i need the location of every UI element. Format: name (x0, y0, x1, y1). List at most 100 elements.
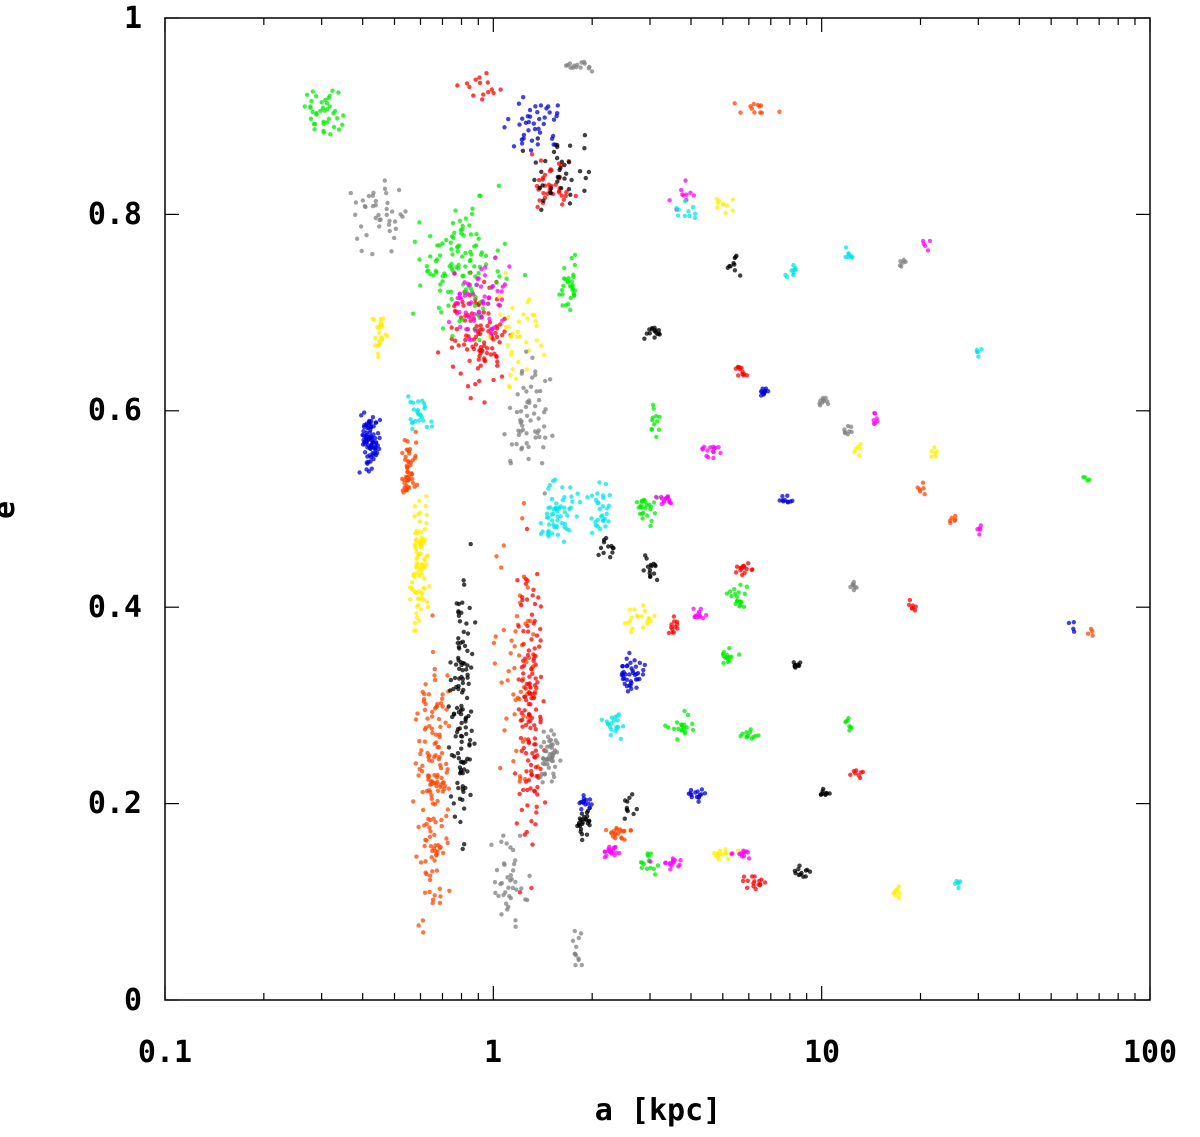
data-point (525, 787, 530, 793)
data-point (541, 699, 546, 704)
data-point (633, 664, 639, 669)
data-point (432, 893, 437, 898)
data-point (516, 707, 522, 712)
data-point (533, 104, 538, 109)
data-point (545, 734, 551, 739)
data-point (478, 323, 483, 328)
data-point (762, 880, 768, 885)
data-point (460, 639, 466, 644)
data-point (385, 334, 390, 339)
data-point (418, 551, 423, 556)
data-point (461, 303, 466, 308)
data-point (759, 877, 764, 882)
data-point (364, 232, 369, 238)
data-point (585, 495, 590, 500)
data-point (414, 615, 420, 620)
data-point (439, 696, 445, 701)
data-point (469, 211, 475, 217)
data-point (573, 953, 579, 958)
data-point (546, 522, 552, 527)
data-point (555, 111, 560, 116)
data-point (548, 186, 554, 191)
data-point (620, 676, 626, 682)
data-point (392, 219, 398, 224)
data-point (370, 193, 375, 198)
data-point (551, 511, 556, 517)
data-point (690, 721, 695, 726)
data-point (449, 325, 454, 330)
data-point (513, 918, 518, 923)
data-point (509, 352, 514, 357)
data-point (422, 843, 427, 849)
data-point (418, 860, 424, 865)
data-point (527, 681, 532, 686)
data-point (415, 596, 421, 601)
data-point (547, 377, 553, 382)
data-point (575, 491, 580, 496)
data-point (432, 673, 437, 678)
data-point (738, 582, 743, 587)
data-point (515, 329, 520, 335)
data-point (354, 236, 360, 241)
data-point (546, 515, 551, 520)
data-point (366, 193, 372, 199)
data-point (622, 621, 628, 626)
data-point (532, 788, 537, 793)
data-point (522, 737, 528, 742)
data-point (700, 615, 706, 621)
data-point (452, 230, 457, 235)
data-point (507, 405, 513, 411)
data-point (523, 404, 529, 410)
data-point (510, 847, 516, 853)
data-point (548, 191, 553, 196)
data-point (448, 660, 453, 665)
data-point (537, 116, 542, 122)
data-point (920, 238, 926, 244)
data-point (561, 197, 567, 202)
data-point (721, 649, 726, 655)
data-point (715, 851, 720, 856)
data-point (582, 133, 588, 138)
data-point (538, 388, 543, 394)
data-point (420, 763, 425, 768)
data-point (389, 209, 395, 214)
data-point (535, 784, 540, 790)
data-point (698, 606, 703, 612)
data-point (364, 467, 369, 472)
data-point (541, 739, 547, 745)
data-point (525, 578, 530, 583)
data-point (506, 116, 511, 122)
data-point (463, 264, 468, 269)
x-tick-label-0.1: 0.1 (138, 1035, 192, 1070)
data-point (490, 283, 496, 289)
data-point (386, 222, 392, 227)
data-point (425, 773, 431, 778)
data-point (427, 889, 432, 895)
data-point (421, 930, 426, 935)
data-point (650, 402, 656, 408)
data-point (526, 719, 531, 724)
data-point (661, 498, 667, 503)
data-point (450, 234, 455, 239)
data-point (467, 301, 473, 307)
data-point (377, 224, 382, 229)
data-point (715, 205, 720, 210)
data-point (468, 709, 474, 714)
data-point (688, 791, 693, 796)
data-point (495, 288, 500, 294)
data-point (952, 518, 957, 523)
data-point (522, 708, 527, 713)
data-point (574, 514, 579, 519)
data-point (479, 250, 485, 255)
data-point (652, 422, 657, 427)
data-point (498, 312, 503, 317)
data-point (521, 385, 526, 391)
data-point (539, 207, 544, 212)
data-point (903, 259, 908, 264)
data-point (446, 303, 451, 308)
data-point (451, 801, 456, 806)
data-point (654, 434, 659, 440)
data-point (527, 873, 532, 878)
data-point (568, 505, 573, 510)
data-point (450, 714, 455, 720)
